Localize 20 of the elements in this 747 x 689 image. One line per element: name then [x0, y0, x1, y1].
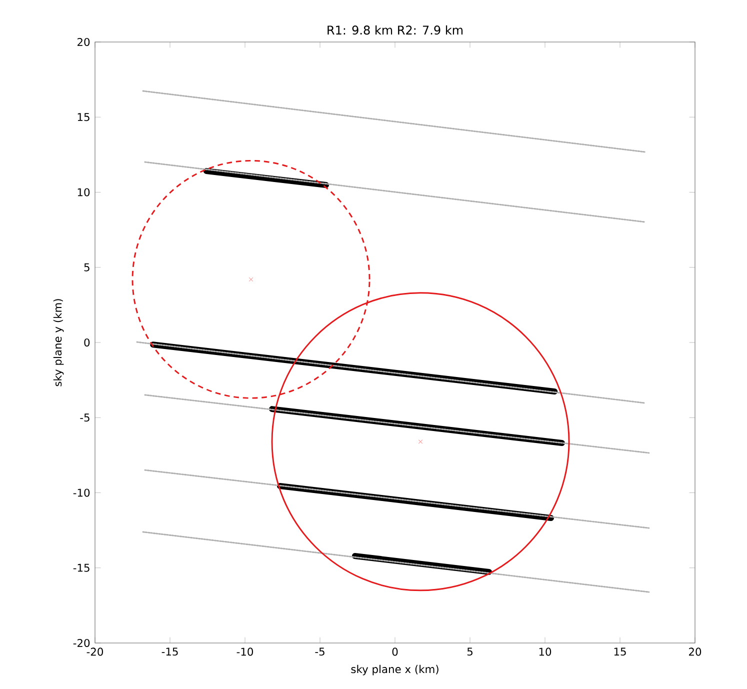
y-tick-label: 10: [78, 188, 90, 196]
y-tick-label: 20: [77, 38, 90, 46]
y-tick-label: 15: [78, 113, 90, 122]
y-tick-label: 0: [84, 338, 90, 347]
y-tick-label: -5: [80, 414, 90, 422]
x-tick-label: -10: [236, 648, 254, 656]
x-axis-title: sky plane x (km): [351, 664, 438, 676]
x-tick-label: 5: [467, 648, 472, 656]
x-tick-label: -5: [315, 648, 324, 656]
y-axis-title: sky plane y (km): [53, 299, 64, 386]
y-tick-label: -20: [73, 638, 90, 648]
x-tick-label: 10: [539, 648, 552, 656]
y-tick-label: -10: [73, 488, 90, 497]
x-tick-label: 0: [392, 648, 398, 656]
y-tick-label: -15: [73, 564, 90, 572]
y-tick-label: 5: [84, 263, 90, 272]
chart-title: R1: 9.8 km R2: 7.9 km: [328, 25, 463, 35]
x-tick-label: 15: [614, 648, 626, 656]
x-tick-label: 20: [688, 648, 702, 656]
x-tick-label: -15: [162, 648, 178, 656]
